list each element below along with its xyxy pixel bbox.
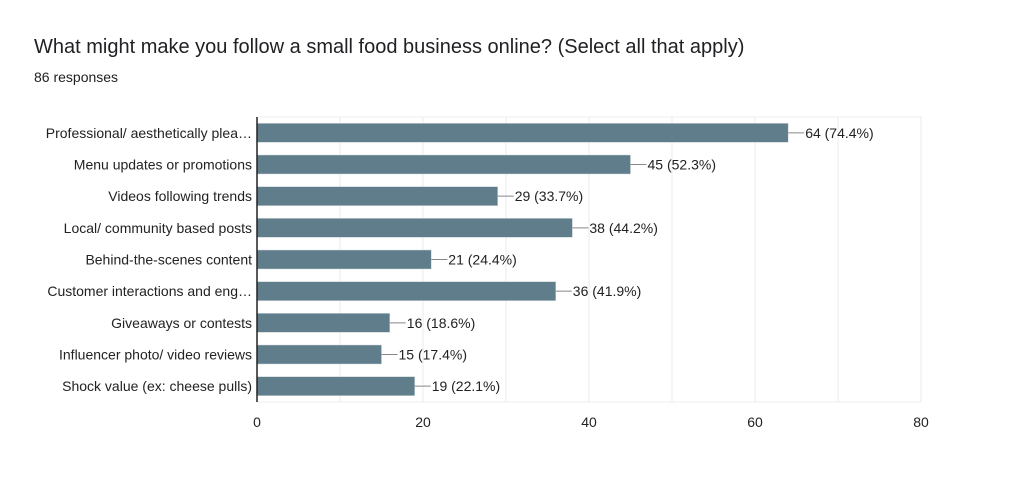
x-tick-label: 40 [581,414,597,430]
bar [256,313,391,333]
bar [256,123,789,143]
data-label: 19 (22.1%) [432,378,500,394]
bar [256,154,631,175]
category-label: Menu updates or promotions [74,157,252,173]
data-label: 38 (44.2%) [589,220,657,236]
bar [256,344,382,365]
bar [256,249,432,270]
category-label: Local/ community based posts [64,220,252,236]
category-label: Customer interactions and eng… [47,283,252,299]
x-tick-label: 80 [913,414,929,430]
x-tick-label: 20 [415,414,431,430]
bar [256,281,557,301]
bar [256,186,498,206]
category-label: Professional/ aesthetically plea… [46,125,252,141]
data-label: 64 (74.4%) [805,125,873,141]
category-label: Behind-the-scenes content [85,252,252,268]
x-tick-label: 0 [253,414,261,430]
data-label: 29 (33.7%) [515,188,583,204]
data-label: 16 (18.6%) [407,315,475,331]
data-label: 15 (17.4%) [399,347,467,363]
x-tick-label: 60 [747,414,763,430]
response-count: 86 responses [34,69,119,85]
bar [256,218,573,238]
bar [256,376,415,396]
category-label: Videos following trends [108,188,252,204]
category-label: Shock value (ex: cheese pulls) [62,378,252,394]
data-label: 36 (41.9%) [573,283,641,299]
category-label: Giveaways or contests [111,315,252,331]
data-label: 21 (24.4%) [448,252,516,268]
data-label: 45 (52.3%) [648,157,716,173]
chart-title: What might make you follow a small food … [34,36,745,58]
category-label: Influencer photo/ video reviews [59,347,252,363]
